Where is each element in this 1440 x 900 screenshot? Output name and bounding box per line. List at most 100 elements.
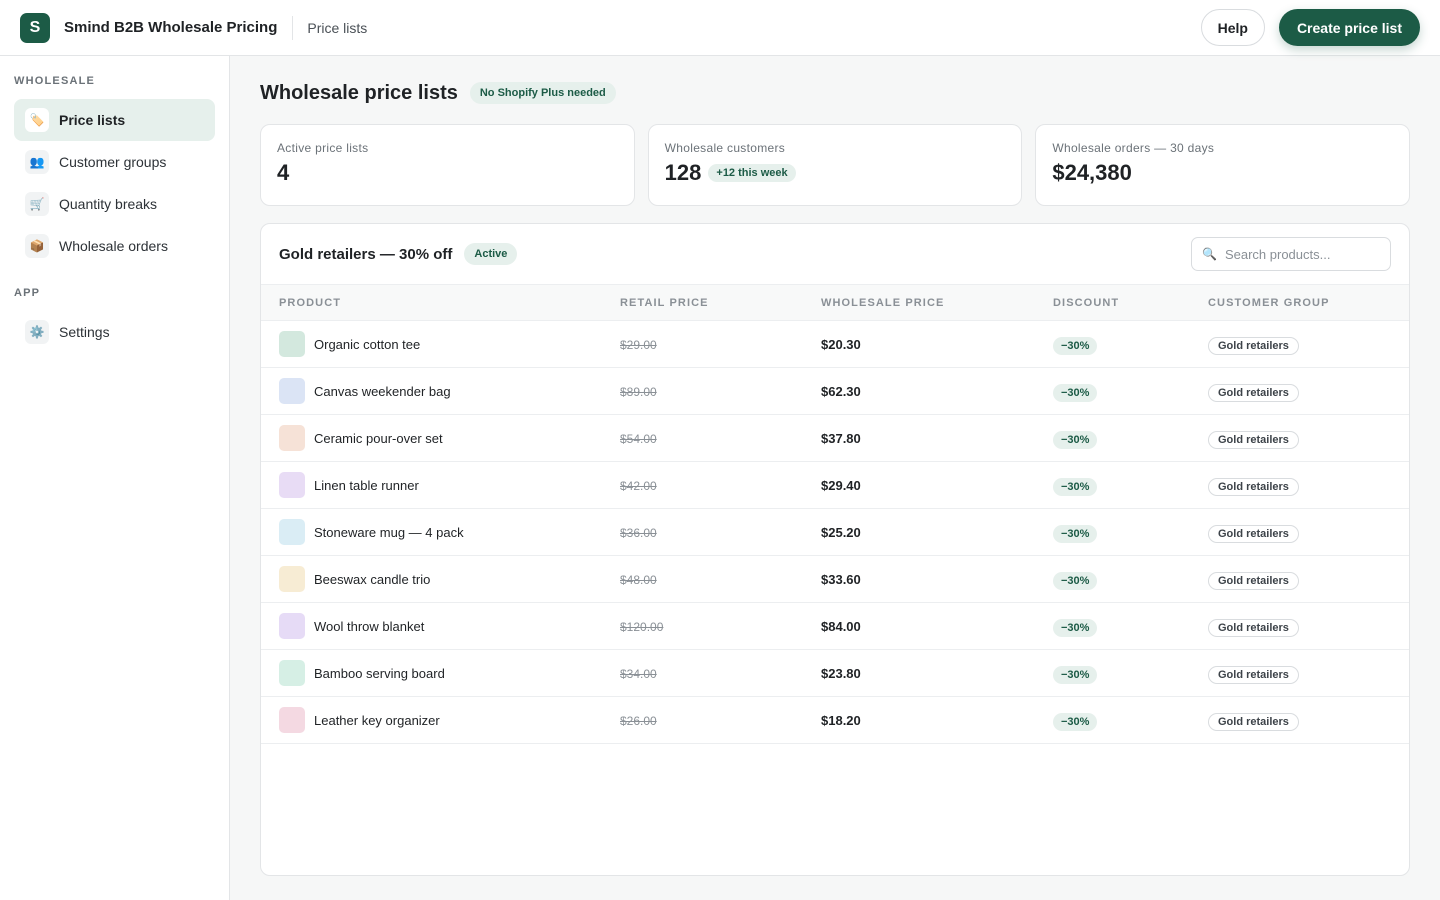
wholesale-price: $20.30 <box>821 336 861 352</box>
customer-group-tag[interactable]: Gold retailers <box>1208 477 1299 496</box>
column-header-retail-price[interactable]: RETAIL PRICE <box>620 296 709 309</box>
product-name[interactable]: Wool throw blanket <box>314 618 425 634</box>
app-title: Smind B2B Wholesale Pricing <box>64 19 278 36</box>
page-header: Wholesale price lists No Shopify Plus ne… <box>260 81 1410 105</box>
customer-group-tag[interactable]: Gold retailers <box>1208 665 1299 684</box>
search-input[interactable] <box>1224 246 1375 262</box>
table-row[interactable]: Beeswax candle trio $48.00 $33.60 −30% Gold … <box>261 556 1409 603</box>
create-price-list-button[interactable]: Create price list <box>1278 9 1420 46</box>
stat-row: $24,380 <box>1052 160 1393 186</box>
table-row[interactable]: Leather key organizer $26.00 $18.20 −30% Gol… <box>261 697 1409 744</box>
tag-icon: 🏷️ <box>25 108 49 132</box>
header-actions: Help Create price list <box>1200 9 1420 46</box>
customer-group-tag[interactable]: Gold retailers <box>1208 430 1299 449</box>
top-bar: S Smind B2B Wholesale Pricing Price list… <box>0 0 1440 56</box>
discount-cell: −30% <box>1035 509 1190 556</box>
table-row[interactable]: Ceramic pour-over set $54.00 $37.80 −30% Gol… <box>261 415 1409 462</box>
table-row[interactable]: Organic cotton tee $29.00 $20.30 −30% Gold r… <box>261 321 1409 368</box>
sidebar-item-wholesale-orders[interactable]: 📦 Wholesale orders <box>14 225 215 267</box>
product-cell: Wool throw blanket <box>261 603 620 650</box>
customer-group-cell: Gold retailers <box>1190 462 1409 509</box>
price-list-title: Gold retailers — 30% off <box>279 245 453 263</box>
discount-cell: −30% <box>1035 650 1190 697</box>
customer-group-cell: Gold retailers <box>1190 321 1409 368</box>
search-icon: 🔍 <box>1202 247 1217 261</box>
table-row[interactable]: Wool throw blanket $120.00 $84.00 −30% Gold … <box>261 603 1409 650</box>
help-button[interactable]: Help <box>1200 9 1265 46</box>
customer-group-cell: Gold retailers <box>1190 603 1409 650</box>
stat-card-wholesale-customers: Wholesale customers 128 +12 this week <box>647 124 1023 206</box>
sidebar-item-label: Customer groups <box>59 154 167 170</box>
table-row[interactable]: Linen table runner $42.00 $29.40 −30% Gold r… <box>261 462 1409 509</box>
product-cell: Beeswax candle trio <box>261 556 620 603</box>
customer-group-tag[interactable]: Gold retailers <box>1208 524 1299 543</box>
retail-price: $120.00 <box>620 619 664 634</box>
product-info: Canvas weekender bag <box>279 378 602 404</box>
retail-price-cell: $42.00 <box>620 462 803 509</box>
sidebar-item-quantity-breaks[interactable]: 🛒 Quantity breaks <box>14 183 215 225</box>
customer-group-cell: Gold retailers <box>1190 415 1409 462</box>
customer-group-tag[interactable]: Gold retailers <box>1208 383 1299 402</box>
product-name[interactable]: Canvas weekender bag <box>314 383 451 399</box>
customer-group-tag[interactable]: Gold retailers <box>1208 618 1299 637</box>
table-row[interactable]: Bamboo serving board $34.00 $23.80 −30% Gold… <box>261 650 1409 697</box>
product-thumbnail <box>279 707 305 733</box>
discount-badge: −30% <box>1053 524 1098 543</box>
wholesale-price-cell: $62.30 <box>803 368 1035 415</box>
stat-trend-badge: +12 this week <box>708 164 796 182</box>
product-name[interactable]: Leather key organizer <box>314 712 440 728</box>
discount-cell: −30% <box>1035 603 1190 650</box>
product-name[interactable]: Organic cotton tee <box>314 336 421 352</box>
customer-group-tag[interactable]: Gold retailers <box>1208 571 1299 590</box>
retail-price-cell: $120.00 <box>620 603 803 650</box>
product-name[interactable]: Stoneware mug — 4 pack <box>314 524 464 540</box>
product-thumbnail <box>279 566 305 592</box>
product-name[interactable]: Beeswax candle trio <box>314 571 431 587</box>
product-name[interactable]: Bamboo serving board <box>314 665 445 681</box>
stat-card-wholesale-orders: Wholesale orders — 30 days $24,380 <box>1035 124 1411 206</box>
wholesale-price: $23.80 <box>821 665 861 681</box>
table-row[interactable]: Stoneware mug — 4 pack $36.00 $25.20 −30% Go… <box>261 509 1409 556</box>
app-logo: S <box>20 12 50 43</box>
header-divider <box>292 15 294 40</box>
price-list-panel: Gold retailers — 30% off Active 🔍 PRODUC… <box>260 223 1410 876</box>
search-box[interactable]: 🔍 <box>1191 237 1391 271</box>
column-header-discount[interactable]: DISCOUNT <box>1053 296 1120 309</box>
column-header-product[interactable]: PRODUCT <box>279 296 342 309</box>
product-name[interactable]: Linen table runner <box>314 477 419 493</box>
product-info: Beeswax candle trio <box>279 566 602 592</box>
stat-value: 4 <box>277 160 290 185</box>
retail-price-cell: $48.00 <box>620 556 803 603</box>
wholesale-price: $33.60 <box>821 571 861 587</box>
customer-group-cell: Gold retailers <box>1190 650 1409 697</box>
discount-badge: −30% <box>1053 430 1098 449</box>
sidebar-item-customer-groups[interactable]: 👥 Customer groups <box>14 141 215 183</box>
product-info: Linen table runner <box>279 472 602 498</box>
customer-group-tag[interactable]: Gold retailers <box>1208 712 1299 731</box>
product-info: Wool throw blanket <box>279 613 602 639</box>
table-row[interactable]: Canvas weekender bag $89.00 $62.30 −30% Gold… <box>261 368 1409 415</box>
wholesale-price-cell: $84.00 <box>803 603 1035 650</box>
sidebar-item-settings[interactable]: ⚙️ Settings <box>14 311 215 353</box>
product-thumbnail <box>279 425 305 451</box>
column-header-wholesale-price[interactable]: WHOLESALE PRICE <box>821 296 945 309</box>
table-body: Organic cotton tee $29.00 $20.30 −30% Gold r… <box>261 321 1409 744</box>
discount-badge: −30% <box>1053 618 1098 637</box>
breadcrumb[interactable]: Price lists <box>307 19 368 36</box>
discount-cell: −30% <box>1035 556 1190 603</box>
discount-badge: −30% <box>1053 665 1098 684</box>
sidebar-item-label: Wholesale orders <box>59 238 168 254</box>
customer-group-tag[interactable]: Gold retailers <box>1208 336 1299 355</box>
customer-group-cell: Gold retailers <box>1190 697 1409 744</box>
retail-price-cell: $34.00 <box>620 650 803 697</box>
wholesale-price: $37.80 <box>821 430 861 446</box>
product-thumbnail <box>279 331 305 357</box>
product-info: Bamboo serving board <box>279 660 602 686</box>
sidebar-item-price-lists[interactable]: 🏷️ Price lists <box>14 99 215 141</box>
wholesale-price-cell: $29.40 <box>803 462 1035 509</box>
stat-value: $24,380 <box>1052 160 1132 185</box>
products-table: PRODUCT RETAIL PRICE WHOLESALE PRICE DIS… <box>261 284 1409 744</box>
column-header-customer-group[interactable]: CUSTOMER GROUP <box>1208 296 1330 309</box>
product-name[interactable]: Ceramic pour-over set <box>314 430 443 446</box>
product-cell: Leather key organizer <box>261 697 620 744</box>
